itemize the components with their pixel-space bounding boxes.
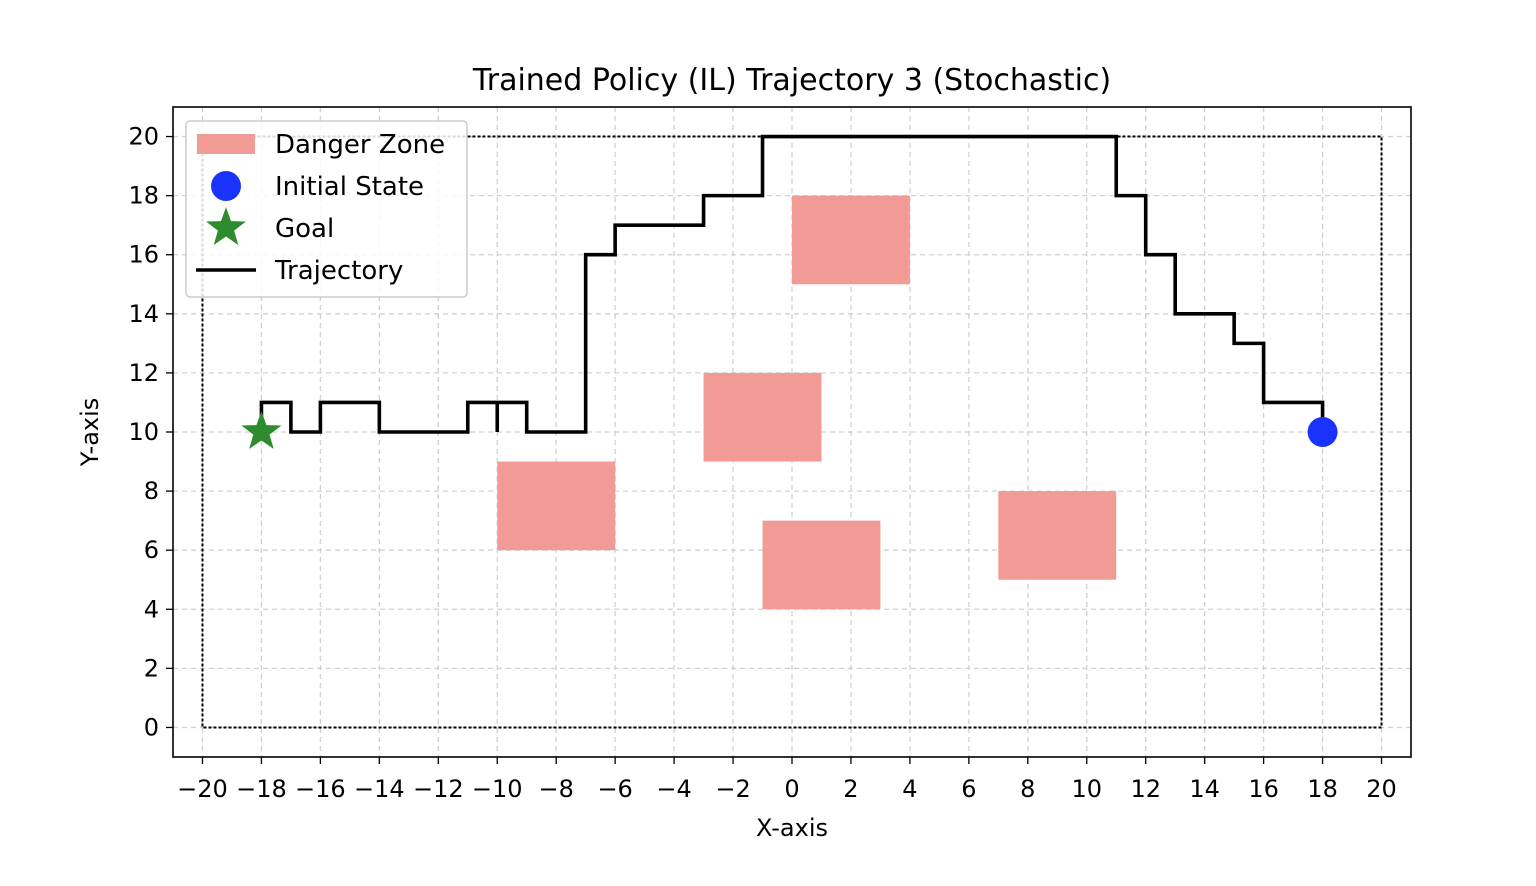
legend: Danger Zone Initial State Goal Trajectory xyxy=(185,120,468,298)
y-tick-label: 18 xyxy=(128,182,159,210)
x-tick-label: 2 xyxy=(843,775,858,803)
y-tick-label: 2 xyxy=(144,654,159,682)
y-tick-label: 4 xyxy=(144,595,159,623)
legend-goal-swatch xyxy=(206,207,246,245)
x-axis-label: X-axis xyxy=(756,814,828,842)
x-tick-label: −4 xyxy=(656,775,691,803)
legend-label: Danger Zone xyxy=(275,130,445,160)
legend-label: Initial State xyxy=(275,172,424,202)
goal-marker xyxy=(241,411,282,449)
y-axis-label: Y-axis xyxy=(76,398,104,468)
y-tick-label: 20 xyxy=(128,123,159,151)
legend-box xyxy=(185,120,468,298)
danger-zone xyxy=(792,195,910,285)
danger-zone xyxy=(703,372,822,462)
y-tick-label: 14 xyxy=(128,300,159,328)
danger-zone xyxy=(998,491,1117,580)
legend-label: Goal xyxy=(275,214,334,244)
x-tick-label: 0 xyxy=(784,775,799,803)
x-tick-label: −10 xyxy=(472,775,523,803)
x-tick-label: 10 xyxy=(1071,775,1102,803)
legend-initial-state-swatch xyxy=(211,171,241,201)
y-tick-label: 10 xyxy=(128,418,159,446)
y-tick-label: 0 xyxy=(144,713,159,741)
x-tick-label: −12 xyxy=(413,775,464,803)
trajectory-line xyxy=(259,134,1325,434)
markers xyxy=(241,411,1338,449)
x-tick-label: 14 xyxy=(1189,775,1220,803)
x-tick-label: −6 xyxy=(597,775,632,803)
x-tick-label: 4 xyxy=(902,775,917,803)
y-tick-label: 6 xyxy=(144,536,159,564)
x-ticks: −20 −18 −16 −14 −12 −10 −8 −6 −4 −2 0 2 4 6 8 10 12 14 16 1… xyxy=(177,757,1397,803)
x-tick-label: 20 xyxy=(1366,775,1397,803)
x-tick-label: 18 xyxy=(1307,775,1338,803)
initial-state-marker xyxy=(1307,417,1338,447)
x-tick-label: 12 xyxy=(1130,775,1161,803)
y-tick-label: 8 xyxy=(144,477,159,505)
x-tick-label: −2 xyxy=(715,775,750,803)
trajectory xyxy=(259,134,1325,434)
y-tick-label: 12 xyxy=(128,359,159,387)
chart-title: Trained Policy (IL) Trajectory 3 (Stocha… xyxy=(472,63,1111,98)
legend-label: Trajectory xyxy=(274,256,403,286)
y-tick-label: 16 xyxy=(128,241,159,269)
x-tick-label: −14 xyxy=(354,775,405,803)
danger-zone xyxy=(497,461,616,551)
legend-danger-zone-swatch xyxy=(197,134,255,154)
danger-zones xyxy=(497,195,1117,610)
x-tick-label: 8 xyxy=(1020,775,1035,803)
x-tick-label: 6 xyxy=(961,775,976,803)
danger-zone xyxy=(762,520,881,610)
x-tick-label: −16 xyxy=(295,775,346,803)
x-tick-label: 16 xyxy=(1248,775,1279,803)
y-ticks: 0 2 4 6 8 10 12 14 16 18 20 xyxy=(128,123,173,741)
x-tick-label: −8 xyxy=(538,775,573,803)
x-tick-label: −18 xyxy=(236,775,287,803)
x-tick-label: −20 xyxy=(177,775,228,803)
